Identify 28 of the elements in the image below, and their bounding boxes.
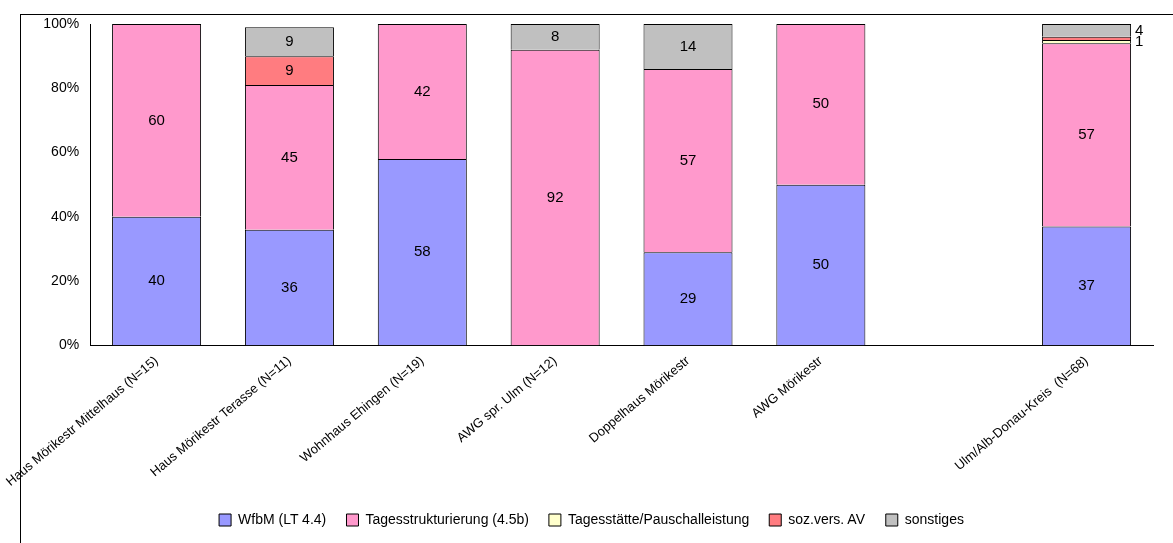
data-label: 37 (1078, 276, 1095, 294)
legend-label: WfbM (LT 4.4) (238, 510, 327, 527)
legend-label: sonstiges (904, 510, 964, 527)
legend-label: soz.vers. AV (788, 510, 866, 527)
data-label: 42 (413, 81, 431, 99)
data-label: 9 (285, 31, 294, 49)
y-tick-label: 20% (51, 271, 80, 288)
data-label: 8 (550, 27, 560, 44)
data-label: 58 (413, 242, 431, 260)
data-label: 40 (148, 271, 165, 289)
data-label: 29 (679, 288, 697, 306)
y-tick-label: 100% (43, 14, 80, 31)
y-tick-label: 0% (58, 336, 80, 353)
data-label: 57 (679, 150, 697, 168)
legend-label: Tagesstrukturierung (4.5b) (365, 510, 529, 527)
data-label: 50 (812, 94, 830, 112)
y-tick-label: 40% (51, 207, 80, 224)
data-label: 9 (285, 60, 294, 78)
data-label: 36 (281, 277, 298, 295)
data-label: 14 (679, 36, 697, 54)
data-label: 50 (812, 255, 830, 273)
data-label: 60 (148, 110, 165, 128)
legend-label: Tagesstätte/Pauschalleistung (567, 510, 750, 527)
y-tick-label: 80% (51, 79, 80, 96)
y-tick-label: 60% (51, 143, 80, 160)
data-label: 57 (1078, 125, 1095, 143)
data-label: 92 (546, 187, 564, 205)
data-label: 45 (281, 147, 298, 165)
